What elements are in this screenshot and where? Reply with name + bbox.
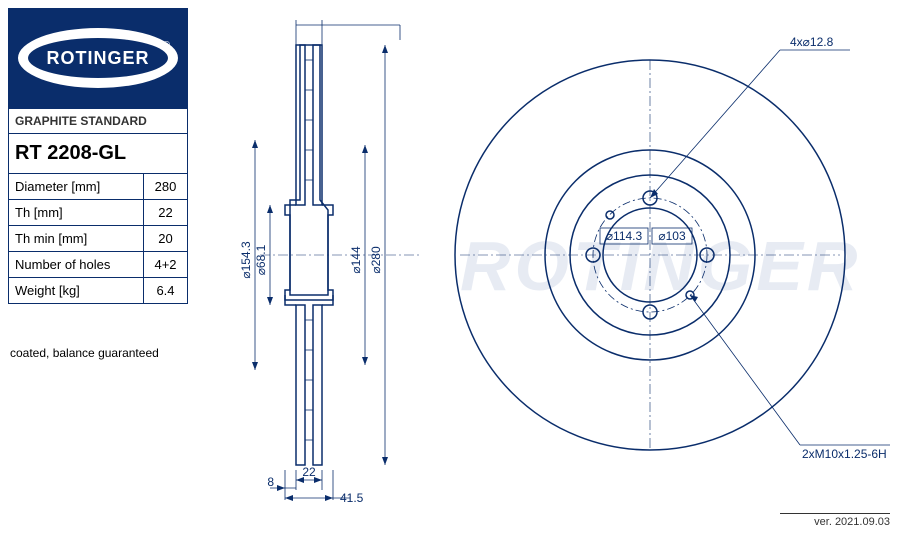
dim-22: 22 xyxy=(302,465,316,479)
callout-bottom: 2xM10x1.25-6H xyxy=(802,447,887,461)
model-label: RT 2208-GL xyxy=(9,134,188,174)
version-label: ver. 2021.09.03 xyxy=(780,513,890,528)
series-label: GRAPHITE STANDARD xyxy=(9,109,188,134)
spec-table: GRAPHITE STANDARD RT 2208-GL Diameter [m… xyxy=(8,108,188,304)
spec-row: Weight [kg] 6.4 xyxy=(9,278,188,304)
dim-d103: ⌀103 xyxy=(658,229,686,243)
dim-d144: ⌀144 xyxy=(349,246,363,274)
spec-row: Diameter [mm] 280 xyxy=(9,174,188,200)
series-row: GRAPHITE STANDARD xyxy=(9,109,188,134)
dim-d154: ⌀154.3 xyxy=(239,241,253,279)
spec-value: 22 xyxy=(144,200,188,226)
dim-d280: ⌀280 xyxy=(369,246,383,274)
spec-label: Diameter [mm] xyxy=(9,174,144,200)
dim-8: 8 xyxy=(267,475,274,489)
model-row: RT 2208-GL xyxy=(9,134,188,174)
spec-row: Th [mm] 22 xyxy=(9,200,188,226)
spec-value: 20 xyxy=(144,226,188,252)
side-view: ⌀154.3 ⌀68.1 ⌀144 ⌀280 8 22 41.5 xyxy=(239,20,420,505)
dim-41-5: 41.5 xyxy=(340,491,364,505)
spec-label: Number of holes xyxy=(9,252,144,278)
brand-logo: ROTINGER ® xyxy=(8,8,188,108)
registered-mark: ® xyxy=(163,40,170,51)
spec-value: 6.4 xyxy=(144,278,188,304)
dim-d114: ⌀114.3 xyxy=(606,229,643,243)
logo-text: ROTINGER xyxy=(46,48,149,69)
spec-label: Th min [mm] xyxy=(9,226,144,252)
spec-value: 280 xyxy=(144,174,188,200)
logo-ellipse: ROTINGER ® xyxy=(18,28,178,88)
spec-row: Th min [mm] 20 xyxy=(9,226,188,252)
spec-value: 4+2 xyxy=(144,252,188,278)
dim-d68: ⌀68.1 xyxy=(254,244,268,275)
coated-note: coated, balance guaranteed xyxy=(10,346,159,360)
spec-label: Th [mm] xyxy=(9,200,144,226)
spec-row: Number of holes 4+2 xyxy=(9,252,188,278)
technical-drawing: ROTINGER xyxy=(200,0,900,534)
callout-top: 4x⌀12.8 xyxy=(790,35,834,49)
spec-label: Weight [kg] xyxy=(9,278,144,304)
